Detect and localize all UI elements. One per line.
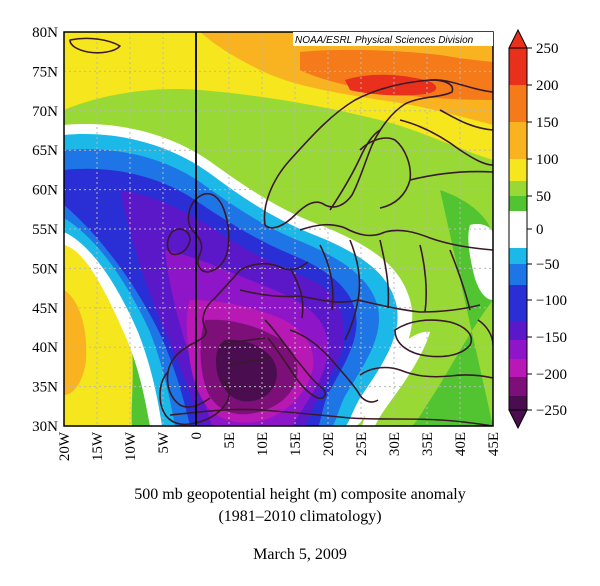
colorbar-label-m150: −150: [536, 330, 567, 346]
colorbar-band-25: [509, 196, 527, 211]
latitude-axis: 80N 75N 70N 65N 60N 55N 50N 45N 40N 35N …: [32, 25, 58, 435]
lon-tick-5w: 5W: [156, 431, 172, 454]
colorbar-band-m150: [509, 340, 527, 359]
colorbar-label-m100: −100: [536, 293, 567, 309]
lat-tick-30n: 30N: [32, 419, 58, 435]
lon-tick-20w: 20W: [57, 431, 73, 461]
lat-tick-50n: 50N: [32, 261, 58, 277]
north-positive-200: [300, 49, 493, 100]
colorbar-label-m200: −200: [536, 367, 567, 383]
colorbar-bottom-arrow: [508, 409, 528, 430]
colorbar-top-arrow: [508, 28, 528, 49]
colorbar-label-150: 150: [536, 115, 559, 131]
plot-frame: [63, 31, 494, 427]
colorbar-ticks: [527, 47, 532, 411]
lon-tick-45e: 45E: [486, 432, 502, 456]
colorbar-label-m250: −250: [536, 403, 567, 419]
lat-tick-65n: 65N: [32, 143, 58, 159]
lon-tick-15w: 15W: [90, 431, 106, 461]
lat-tick-70n: 70N: [32, 104, 58, 120]
colorbar-band-m100: [509, 285, 527, 322]
colorbar-band-m25: [509, 248, 527, 264]
colorbar: 250 200 150 100 50 0 −50 −100 −150 −200 …: [508, 28, 567, 430]
lon-tick-20e: 20E: [321, 432, 337, 456]
colorbar-label-250: 250: [536, 41, 559, 57]
lat-tick-35n: 35N: [32, 380, 58, 396]
caption-date: March 5, 2009: [253, 546, 347, 563]
anomaly-field: [64, 32, 493, 426]
lat-tick-55n: 55N: [32, 222, 58, 238]
colorbar-band-0: [509, 211, 527, 248]
lat-tick-80n: 80N: [32, 25, 58, 41]
colorbar-band-50: [509, 181, 527, 196]
colorbar-label-100: 100: [536, 152, 559, 168]
colorbar-label-50: 50: [536, 189, 551, 205]
colorbar-band-250: [509, 48, 527, 85]
southeast-white-band: [362, 331, 430, 426]
colorbar-band-m175: [509, 359, 527, 377]
source-label: NOAA/ESRL Physical Sciences Division: [295, 35, 474, 46]
colorbar-band-m125: [509, 322, 527, 340]
west-positive-150: [64, 290, 87, 395]
colorbar-band-100: [509, 159, 527, 181]
lat-tick-45n: 45N: [32, 301, 58, 317]
colorbar-label-0: 0: [536, 222, 544, 238]
lat-tick-40n: 40N: [32, 340, 58, 356]
lon-tick-30e: 30E: [387, 432, 403, 456]
lon-tick-35e: 35E: [420, 432, 436, 456]
north-positive-250: [345, 74, 437, 96]
lon-tick-40e: 40E: [453, 432, 469, 456]
lon-tick-10w: 10W: [123, 431, 139, 461]
lon-tick-25e: 25E: [354, 432, 370, 456]
colorbar-band-m200: [509, 377, 527, 396]
colorbar-band-m250: [509, 396, 527, 410]
lon-tick-15e: 15E: [288, 432, 304, 456]
longitude-axis: 20W 15W 10W 5W 0 5E 10E 15E 20E 25E 30E …: [57, 431, 502, 461]
lat-tick-75n: 75N: [32, 64, 58, 80]
colorbar-band-m50: [509, 264, 527, 285]
coastlines: [69, 37, 493, 426]
colorbar-label-m50: −50: [536, 257, 559, 273]
lon-tick-0: 0: [189, 432, 205, 440]
caption-line-1: 500 mb geopotential height (m) composite…: [134, 486, 466, 503]
colorbar-band-150: [509, 122, 527, 159]
caption-line-2: (1981–2010 climatology): [218, 508, 382, 525]
grid-lines: [64, 32, 493, 426]
source-label-box: [293, 32, 493, 46]
lon-tick-5e: 5E: [222, 432, 238, 449]
colorbar-label-200: 200: [536, 78, 559, 94]
east-white-strip: [468, 224, 493, 300]
trough-minus-250: [216, 339, 277, 402]
colorbar-band-200: [509, 85, 527, 122]
lon-tick-10e: 10E: [255, 432, 271, 456]
northwest-yellow: [64, 32, 200, 75]
lat-tick-60n: 60N: [32, 183, 58, 199]
